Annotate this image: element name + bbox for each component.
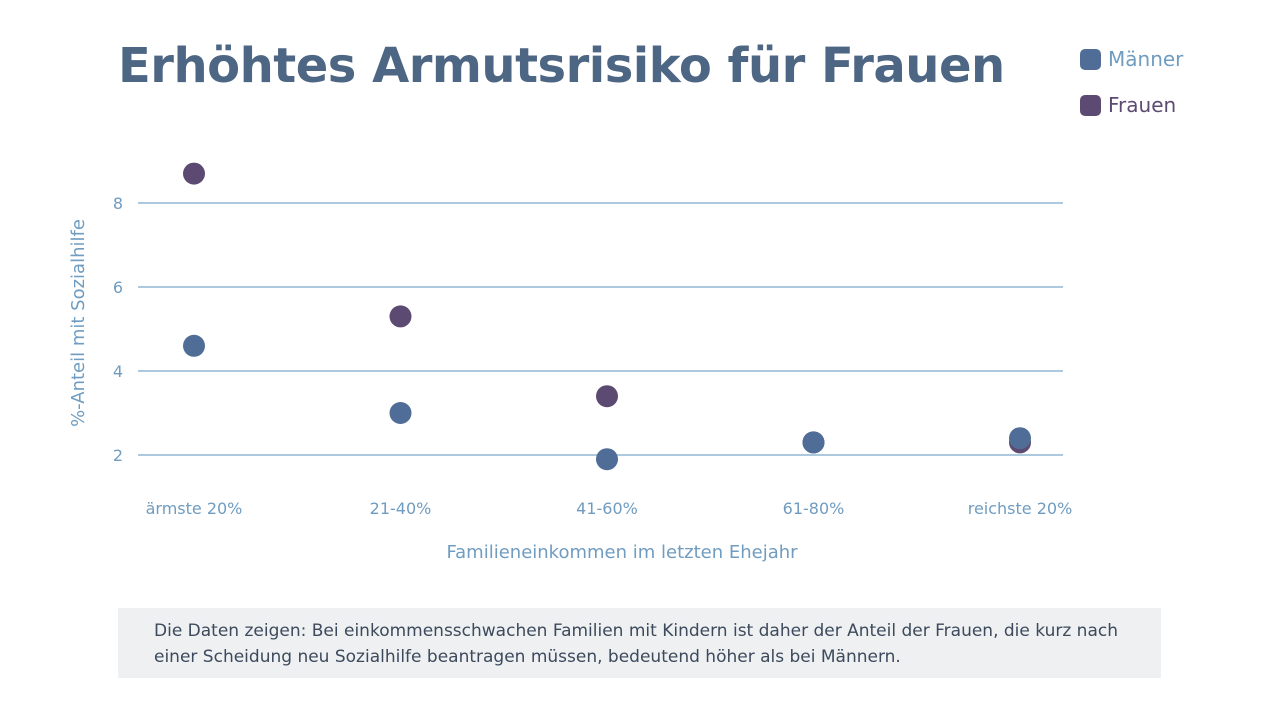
x-axis-ticks: ärmste 20% 21-40% 41-60% 61-80% reichste 20%	[146, 499, 1073, 518]
caption-box: Die Daten zeigen: Bei einkommensschwache…	[118, 608, 1161, 678]
caption-text: Die Daten zeigen: Bei einkommensschwache…	[154, 621, 1118, 667]
point-maenner-21-40	[389, 402, 412, 424]
point-maenner-reichste-20	[1009, 427, 1031, 450]
x-tick-label-aermste-20: ärmste 20%	[146, 499, 243, 518]
y-tick-label-6: 6	[113, 278, 123, 297]
y-axis-label: %-Anteil mit Sozialhilfe	[68, 219, 89, 427]
point-frauen-aermste-20	[183, 162, 205, 185]
legend-swatch-maenner	[1080, 48, 1101, 70]
point-frauen-21-40	[389, 305, 412, 328]
x-tick-label-61-80: 61-80%	[783, 499, 845, 518]
y-axis-ticks: 2 4 6 8	[113, 194, 123, 465]
legend-item-frauen: Frauen	[1080, 90, 1270, 120]
point-maenner-61-80	[802, 431, 825, 454]
legend-label-maenner: Männer	[1108, 47, 1184, 71]
y-tick-label-4: 4	[113, 362, 123, 381]
chart-title: Erhöhtes Armutsrisiko für Frauen	[118, 38, 1005, 94]
legend-label-frauen: Frauen	[1108, 93, 1177, 117]
y-tick-label-2: 2	[113, 446, 123, 465]
data-points	[183, 162, 1031, 471]
x-tick-label-reichste-20: reichste 20%	[968, 499, 1073, 518]
legend-item-maenner: Männer	[1080, 44, 1270, 74]
x-tick-label-21-40: 21-40%	[370, 499, 432, 518]
point-maenner-aermste-20	[183, 334, 205, 357]
scatter-chart: 2 4 6 8 ärmste 20% 21-40% 41-60% 61-80% reichst…	[68, 162, 1073, 563]
x-tick-label-41-60: 41-60%	[576, 499, 638, 518]
point-frauen-41-60	[596, 385, 618, 408]
y-tick-label-8: 8	[113, 194, 123, 213]
point-maenner-41-60	[596, 448, 618, 471]
x-axis-label: Familieneinkommen im letzten Ehejahr	[446, 542, 798, 563]
gridlines	[138, 202, 1063, 456]
legend: Männer Frauen	[1080, 44, 1270, 136]
legend-swatch-frauen	[1080, 94, 1101, 116]
